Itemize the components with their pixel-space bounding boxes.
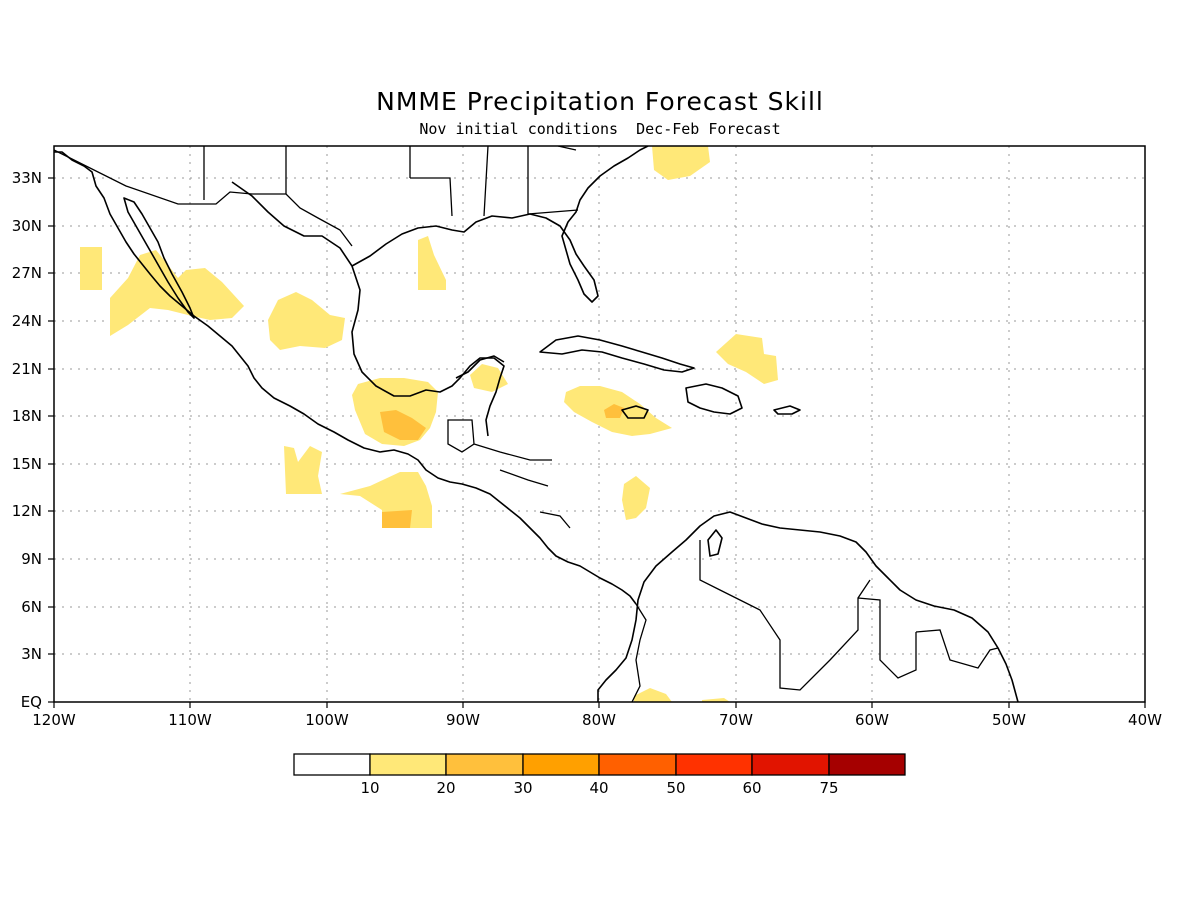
x-tick-label: 90W — [446, 711, 480, 729]
coastline-cuba — [539, 335, 695, 373]
y-tick-label: 27N — [12, 264, 42, 282]
x-tick-label: 50W — [992, 711, 1026, 729]
border-us-mexico — [54, 149, 353, 247]
y-tick-label: EQ — [21, 693, 42, 711]
y-tick-label: 6N — [21, 598, 42, 616]
x-axis-labels: 120W 110W 100W 90W 80W 70W 60W 50W 40W — [32, 711, 1162, 729]
coastline-jamaica — [621, 405, 649, 419]
skill-region-10-20 — [652, 146, 710, 180]
coastline-gulf-of-mexico — [231, 181, 505, 437]
legend-label: 30 — [513, 779, 532, 797]
country-borders — [54, 146, 999, 702]
y-tick-label: 33N — [12, 169, 42, 187]
color-legend: 10 20 30 40 50 60 75 — [293, 753, 906, 797]
legend-box — [445, 753, 524, 776]
legend-box — [293, 753, 371, 776]
y-tick-label: 18N — [12, 407, 42, 425]
skill-shading — [80, 146, 778, 702]
y-tick-label: 30N — [12, 217, 42, 235]
y-tick-label: 15N — [12, 455, 42, 473]
skill-region-10-20 — [268, 292, 345, 350]
tick-marks — [48, 177, 1146, 708]
skill-region-10-20 — [622, 476, 650, 520]
skill-region-20-30 — [380, 410, 426, 440]
x-tick-label: 100W — [305, 711, 349, 729]
y-axis-labels: EQ 3N 6N 9N 12N 15N 18N 21N 24N 27N 30N … — [12, 169, 42, 711]
coastline-puerto-rico — [773, 405, 801, 415]
y-tick-label: 9N — [21, 550, 42, 568]
legend-box — [598, 753, 677, 776]
skill-region-10-20 — [80, 247, 102, 290]
legend-box — [751, 753, 830, 776]
legend-label: 50 — [666, 779, 685, 797]
y-tick-label: 24N — [12, 312, 42, 330]
x-tick-label: 120W — [32, 711, 76, 729]
coastline-baja — [123, 197, 195, 319]
chart-title: NMME Precipitation Forecast Skill — [376, 87, 824, 116]
legend-box — [675, 753, 753, 776]
legend-label: 10 — [360, 779, 379, 797]
skill-region-10-20 — [716, 334, 778, 384]
legend-box — [828, 753, 906, 776]
legend-box — [369, 753, 447, 776]
border-central-america — [447, 419, 571, 529]
x-tick-label: 60W — [855, 711, 889, 729]
legend-label: 20 — [436, 779, 455, 797]
y-tick-label: 21N — [12, 360, 42, 378]
x-tick-label: 40W — [1128, 711, 1162, 729]
y-tick-label: 3N — [21, 645, 42, 663]
skill-region-20-30 — [382, 510, 412, 528]
legend-label: 60 — [742, 779, 761, 797]
legend-box — [522, 753, 600, 776]
coastline-south-america — [597, 511, 1019, 702]
coastline-hispaniola — [685, 383, 743, 415]
legend-label: 75 — [819, 779, 838, 797]
x-tick-label: 110W — [168, 711, 212, 729]
border-us-states — [203, 146, 579, 217]
skill-region-10-20 — [470, 364, 508, 392]
skill-region-10-20 — [110, 250, 244, 336]
border-south-america — [631, 540, 999, 702]
legend-label: 40 — [589, 779, 608, 797]
coastline-north-america — [54, 151, 637, 605]
skill-region-10-20 — [418, 236, 446, 290]
coastline-yucatan — [455, 355, 505, 379]
coastline-lake-maracaibo — [707, 529, 723, 557]
coastlines — [54, 146, 1019, 702]
x-tick-label: 70W — [719, 711, 753, 729]
skill-region-10-20 — [702, 698, 730, 702]
skill-region-10-20 — [634, 688, 672, 702]
coastline-us-gulf — [351, 146, 649, 303]
y-tick-label: 12N — [12, 502, 42, 520]
chart-subtitle: Nov initial conditions Dec-Feb Forecast — [419, 120, 780, 138]
x-tick-label: 80W — [582, 711, 616, 729]
skill-region-10-20 — [284, 446, 322, 494]
skill-region-20-30 — [604, 404, 624, 418]
